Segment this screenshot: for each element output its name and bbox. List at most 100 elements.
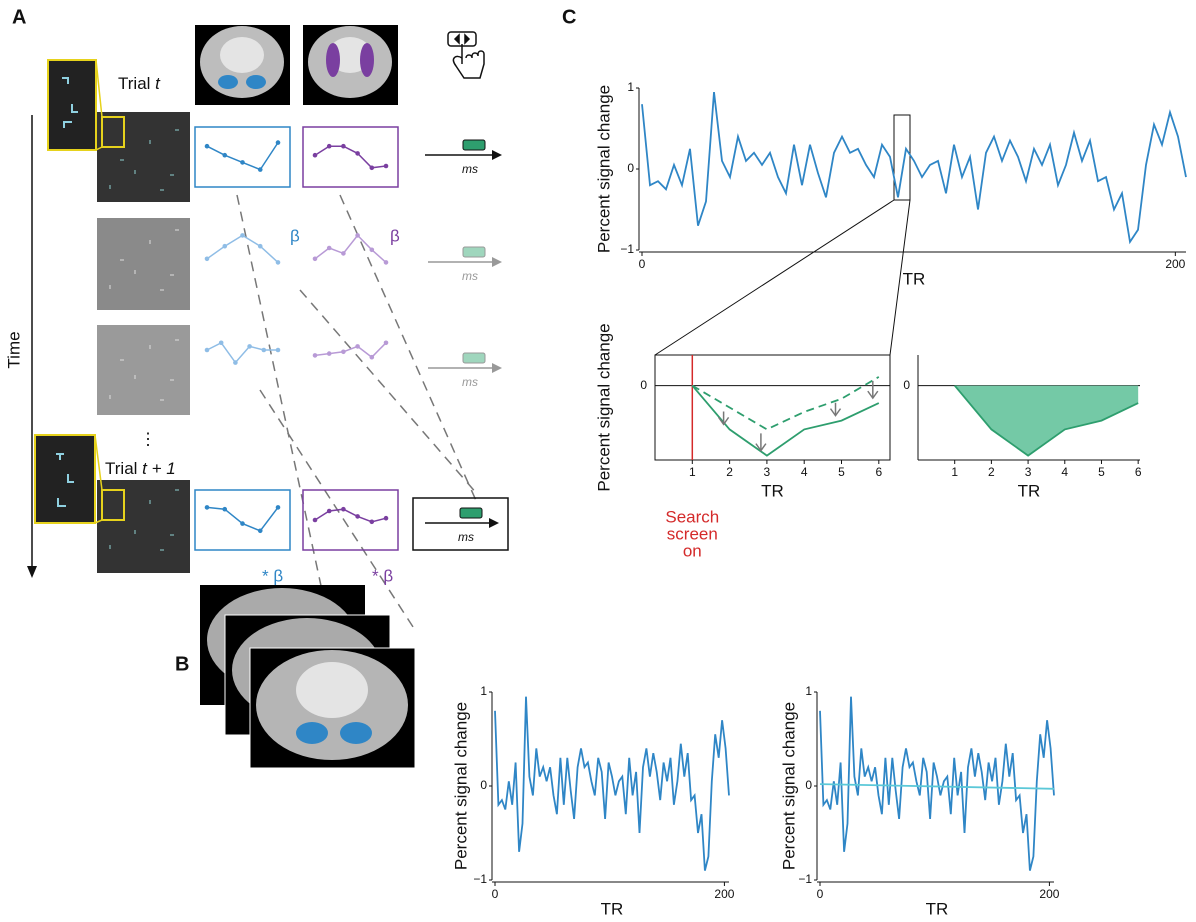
x-tick-label: 200 — [1039, 887, 1059, 901]
ms-label: ms — [462, 162, 478, 176]
profile-line — [207, 235, 278, 262]
profile-box — [195, 127, 290, 187]
profile-point — [258, 167, 263, 172]
profile-point — [384, 516, 389, 521]
x-tick-label: 200 — [1165, 257, 1185, 271]
profile-point — [240, 521, 245, 526]
roi — [360, 43, 374, 77]
profile-point — [370, 248, 375, 253]
trial-label: Trial t — [118, 74, 161, 93]
line — [642, 92, 1186, 242]
x-tick-label: 5 — [838, 465, 845, 479]
y-tick-label: 0 — [640, 378, 647, 392]
x-axis-label: TR — [926, 899, 949, 918]
profile-point — [313, 257, 318, 262]
trial-label: Trial t + 1 — [105, 459, 176, 478]
profile-point — [222, 244, 227, 249]
profile-point — [327, 351, 332, 356]
profile-point — [327, 246, 332, 251]
search-array — [97, 480, 190, 573]
response-icon — [448, 32, 484, 78]
profile-box — [303, 127, 398, 187]
profile-point — [341, 144, 346, 149]
profile-box — [195, 490, 290, 550]
profile-point — [240, 160, 245, 165]
roi — [326, 43, 340, 77]
ms-label: ms — [462, 269, 478, 283]
y-axis-label: Percent signal change — [779, 702, 798, 870]
x-tick-label: 4 — [1061, 465, 1068, 479]
profile-line — [207, 507, 278, 530]
y-axis-label: Percent signal change — [594, 85, 613, 253]
roi — [246, 75, 266, 89]
x-tick-label: 0 — [639, 257, 646, 271]
y-tick-label: −1 — [798, 872, 812, 886]
x-axis-label: TR — [903, 269, 926, 288]
line — [692, 377, 879, 430]
profile-line — [207, 143, 278, 170]
x-axis-label: TR — [1018, 481, 1041, 500]
x-tick-label: 1 — [951, 465, 958, 479]
x-tick-label: 0 — [492, 887, 499, 901]
y-tick-label: −1 — [620, 242, 634, 256]
annotation: on — [683, 541, 702, 560]
beta-label: β — [390, 226, 400, 245]
profile-point — [370, 355, 375, 360]
trial-var: t — [155, 74, 161, 93]
trial-word: Trial — [105, 459, 137, 478]
weighted-beta-label: * β — [262, 566, 283, 585]
time-label: Time — [4, 331, 23, 368]
profile-line — [315, 343, 386, 357]
line — [820, 784, 1054, 789]
y-tick-label: −1 — [473, 872, 487, 886]
x-tick-label: 3 — [764, 465, 771, 479]
brain-stack — [200, 585, 415, 768]
y-tick-label: 0 — [903, 378, 910, 392]
profile-point — [370, 166, 375, 171]
profile-point — [313, 518, 318, 523]
profile-line — [207, 343, 278, 363]
profile-point — [276, 260, 281, 265]
profile-point — [222, 507, 227, 512]
x-axis-label: TR — [601, 899, 624, 918]
profile-point — [370, 520, 375, 525]
profile-point — [233, 360, 238, 365]
profile-point — [341, 350, 346, 355]
profile-line — [315, 235, 386, 262]
profile-point — [355, 233, 360, 238]
x-tick-label: 1 — [689, 465, 696, 479]
x-tick-label: 0 — [817, 887, 824, 901]
profile-point — [276, 505, 281, 510]
x-tick-label: 2 — [988, 465, 995, 479]
profile-point — [341, 507, 346, 512]
x-tick-label: 5 — [1098, 465, 1105, 479]
profile-line — [315, 146, 386, 168]
profile-point — [205, 505, 210, 510]
brain — [220, 37, 264, 73]
x-tick-label: 3 — [1025, 465, 1032, 479]
weighted-beta-label: * β — [372, 566, 393, 585]
response-arrow — [413, 140, 508, 550]
profile-point — [276, 140, 281, 145]
panel-label: C — [562, 6, 576, 28]
profile-point — [262, 348, 267, 353]
area — [955, 386, 1139, 456]
profile-point — [258, 244, 263, 249]
ellipsis: ⋮ — [140, 429, 157, 448]
ms-label: ms — [458, 530, 474, 544]
profile-point — [205, 348, 210, 353]
zoom-inset — [35, 435, 95, 523]
x-tick-label: 4 — [801, 465, 808, 479]
panel-label: A — [12, 6, 26, 28]
profile-point — [247, 344, 252, 349]
search-array — [97, 112, 190, 202]
line — [495, 697, 729, 871]
y-axis-label: Percent signal change — [594, 323, 613, 491]
figure: A B C Time Trial t Trial t + 1 ⋮ — [0, 0, 1196, 922]
profile-point — [384, 341, 389, 346]
profile-point — [341, 251, 346, 256]
profile-point — [355, 151, 360, 156]
y-tick-label: 0 — [627, 161, 634, 175]
profile-point — [205, 144, 210, 149]
profile-point — [327, 144, 332, 149]
